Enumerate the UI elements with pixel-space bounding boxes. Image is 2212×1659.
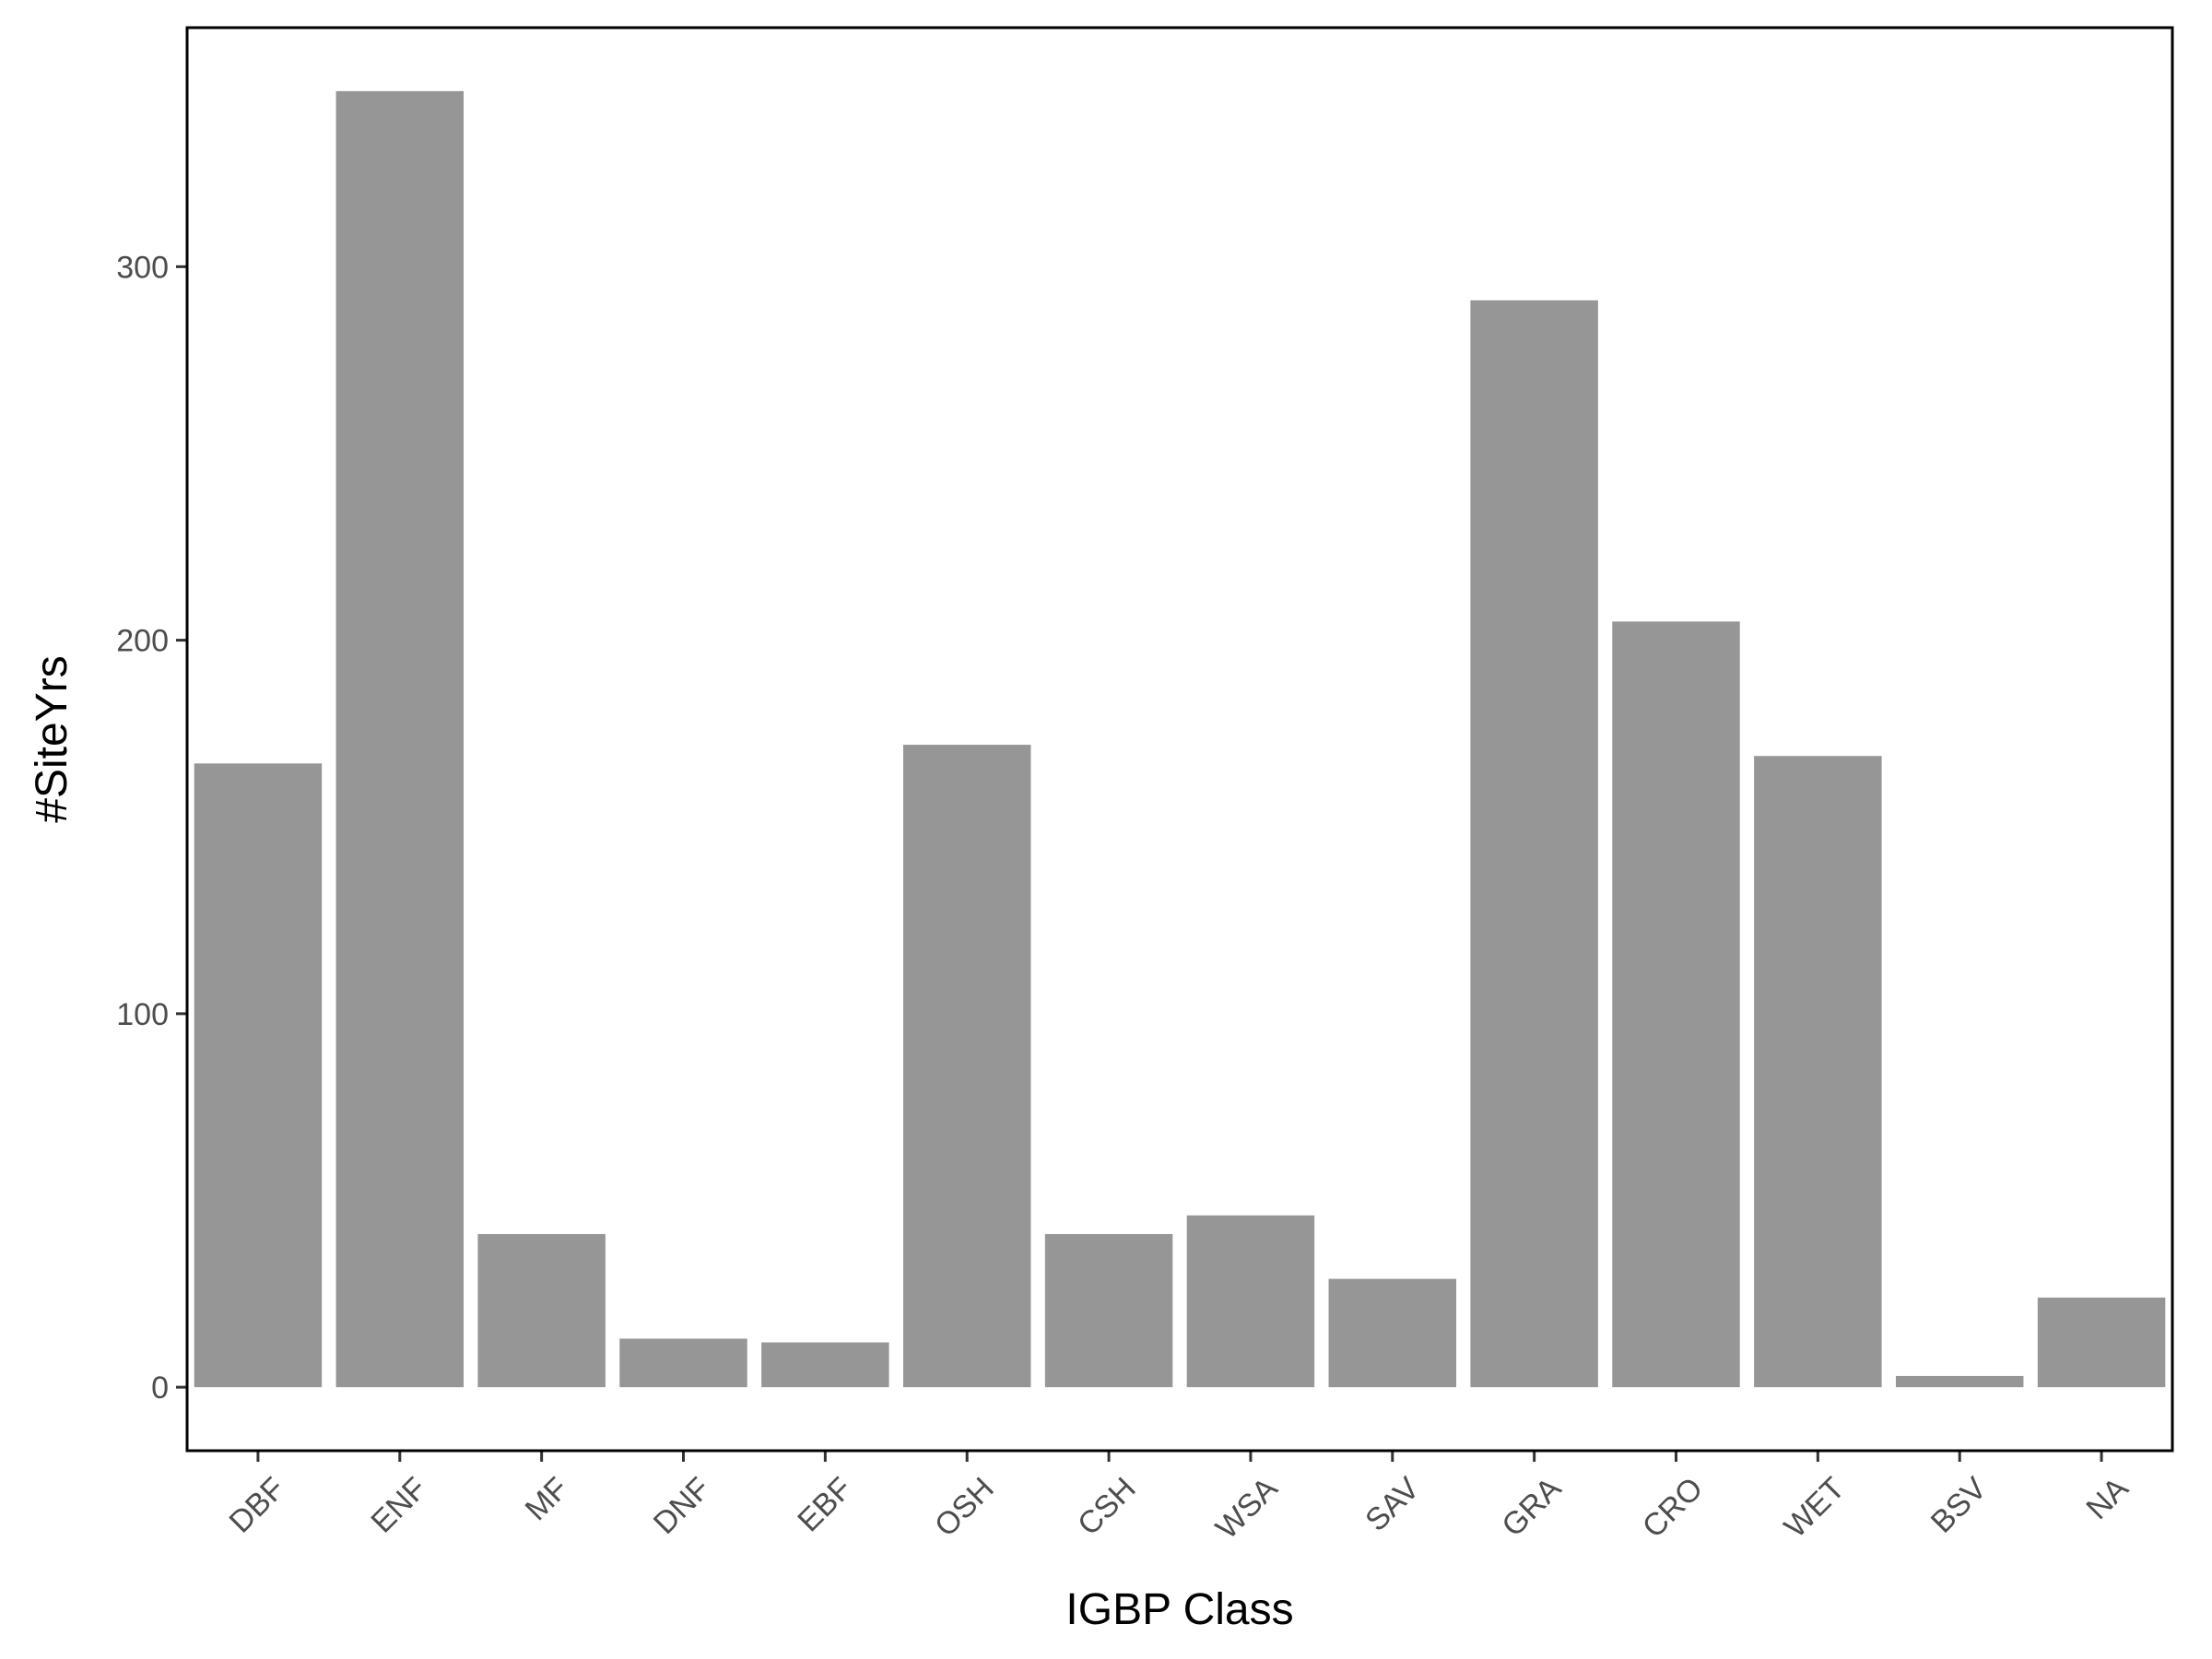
bar-enf [335, 90, 465, 1388]
bar-wet [1754, 756, 1882, 1388]
y-tick-label: 100 [116, 997, 169, 1032]
x-tick-label: OSH [928, 1471, 1001, 1544]
x-tick-label: WSA [1209, 1471, 1285, 1547]
bar-sav [1328, 1278, 1457, 1388]
x-tick-label: EBF [791, 1471, 859, 1539]
x-tick-label: WET [1778, 1471, 1852, 1545]
x-tick-label: MF [519, 1471, 576, 1528]
x-tick-label: GRA [1495, 1471, 1568, 1544]
bar-mf [477, 1233, 606, 1388]
plot-panel-border [185, 26, 2174, 1453]
x-axis-title: IGBP Class [1065, 1585, 1293, 1634]
x-tick-label: CSH [1071, 1471, 1143, 1543]
bars-group [194, 90, 2166, 1388]
x-axis: DBF ENF MF DNF EBF OSH CSH WSA SAV GRA CRO WET BSV NA [223, 1451, 2136, 1546]
y-tick-label: 0 [151, 1371, 169, 1406]
bar-dbf [194, 763, 323, 1388]
bar-osh [902, 745, 1031, 1388]
x-tick-label: CRO [1636, 1471, 1710, 1545]
bar-dnf [619, 1338, 747, 1388]
bar-cro [1612, 621, 1740, 1388]
bar-na [2037, 1297, 2166, 1388]
bar-gra [1470, 300, 1598, 1388]
x-tick-label: ENF [364, 1471, 433, 1540]
x-tick-label: DBF [223, 1471, 292, 1540]
bar-wsa [1186, 1215, 1315, 1388]
bar-ebf [761, 1342, 889, 1388]
y-tick-label: 200 [116, 624, 169, 659]
x-tick-label: NA [2079, 1471, 2135, 1526]
y-axis-title: #SiteYrs [28, 655, 76, 822]
y-tick-label: 300 [116, 250, 169, 285]
bar-bsv [1895, 1375, 2024, 1388]
x-tick-label: DNF [647, 1471, 717, 1541]
y-axis: 0 100 200 300 [116, 250, 187, 1406]
x-tick-label: BSV [1924, 1471, 1994, 1540]
x-tick-label: SAV [1359, 1471, 1426, 1538]
bar-csh [1044, 1233, 1173, 1388]
